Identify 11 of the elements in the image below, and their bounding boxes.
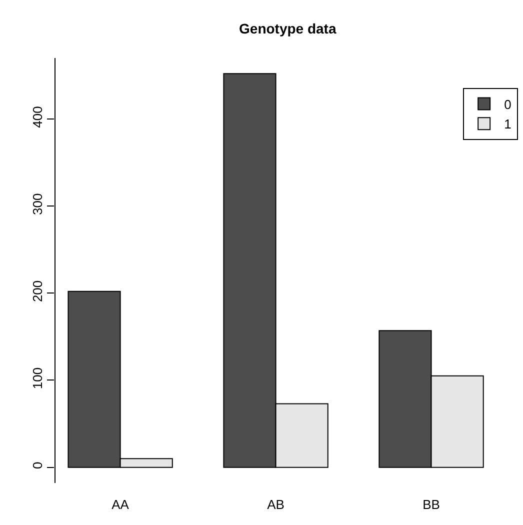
y-tick-label: 400 [30, 106, 45, 128]
y-tick-label: 100 [30, 367, 45, 390]
x-tick-label: AB [267, 497, 284, 512]
x-tick-label: AA [112, 497, 130, 512]
chart-title: Genotype data [239, 20, 336, 36]
legend-label: 1 [504, 116, 512, 132]
y-tick-label: 300 [30, 193, 45, 215]
x-tick-label: BB [422, 497, 440, 512]
legend-label: 0 [504, 96, 512, 112]
y-tick-label: 0 [30, 462, 45, 469]
y-tick-label: 200 [30, 280, 45, 302]
